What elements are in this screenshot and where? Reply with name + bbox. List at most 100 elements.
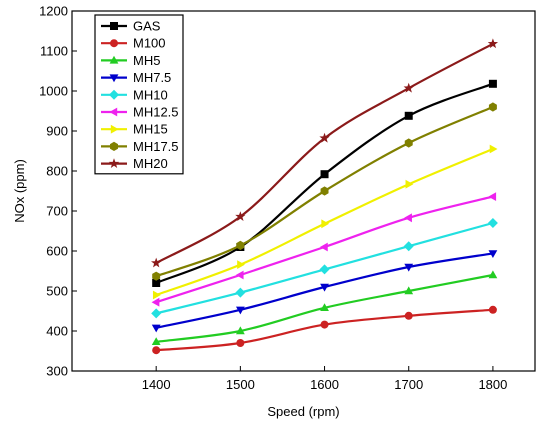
plot-frame [71,10,536,372]
legend-marker [110,124,119,134]
data-point [319,242,328,252]
data-point [235,306,245,315]
legend-label: GAS [133,19,161,34]
data-point [320,186,329,196]
series-mh7-5 [151,250,498,333]
data-point [320,283,329,292]
data-point [319,264,330,275]
data-point [487,218,498,228]
plot-content [151,38,499,355]
y-tick-label: 1100 [40,44,68,59]
series-m100 [152,305,497,355]
data-point [235,270,244,280]
data-point [236,339,245,347]
legend-item: GAS [101,19,161,34]
legend-item: M100 [101,36,166,51]
y-tick-label: 900 [46,124,68,139]
series-gas [152,79,497,287]
data-point [319,132,330,143]
legend-marker [108,158,120,168]
legend-marker [110,141,118,151]
data-point [488,250,498,258]
data-point [152,271,161,281]
data-point [320,320,329,329]
data-point [404,286,414,295]
data-point [404,111,413,120]
series-line [155,42,494,264]
data-point [237,260,245,269]
data-point [152,346,161,355]
data-point [151,297,160,307]
y-tick-label: 400 [46,324,68,339]
x-axis-title: Speed (rpm) [267,404,339,419]
y-tick-label: 500 [46,284,68,299]
data-point [488,305,497,314]
legend-marker [109,74,119,83]
y-tick-label: 600 [46,244,68,259]
legend-label: MH12.5 [133,105,179,120]
data-point [404,263,414,272]
legend-marker [109,107,118,117]
data-point [236,240,245,250]
data-point [152,290,161,300]
legend-item: MH5 [101,53,160,68]
y-tick-label: 1000 [39,84,68,99]
legend: GAS M100 MH5 MH7.5 MH10 MH12.5 MH15 MH17.5 MH20 [94,14,184,175]
legend-item: MH20 [101,156,168,171]
data-point [404,138,413,148]
series-mh20 [151,38,499,268]
legend-label: MH17.5 [133,139,179,154]
legend-marker [109,55,119,64]
legend-item: MH12.5 [101,105,179,120]
data-point [489,144,498,154]
data-point [487,38,499,49]
legend-label: MH5 [133,53,160,68]
x-tick-label: 1600 [310,377,339,392]
data-point [488,270,498,279]
series-mh17-5 [152,102,497,281]
series-line [156,308,493,352]
axes: 300 400 500 600 700 800 900 1000 1100 1200 1400 150… [12,4,536,419]
data-point [404,311,413,320]
series-mh12-5 [151,192,497,307]
series-mh5 [151,270,498,345]
data-point [151,257,162,268]
legend-marker [110,22,118,30]
y-tick-label: 300 [46,364,68,379]
legend-item: MH15 [101,122,168,137]
data-point [151,308,162,319]
x-tick-label: 1700 [394,377,423,392]
legend-item: MH17.5 [101,139,179,154]
data-point [235,326,245,335]
legend-label: MH7.5 [133,70,171,85]
data-point [488,192,497,201]
legend-marker [109,89,119,100]
legend-label: MH15 [133,122,168,137]
data-point [320,170,329,179]
data-point [403,82,414,93]
legend-label: MH10 [133,87,168,102]
series-mh15 [152,144,498,300]
data-point [151,337,161,345]
data-point [235,211,246,221]
legend-item: MH10 [101,87,168,102]
series-mh10 [151,218,498,319]
x-tick-label: 1400 [142,377,171,392]
legend-marker [110,39,118,48]
data-point [403,241,414,252]
legend-label: M100 [133,36,166,51]
y-tick-label: 700 [46,204,68,219]
data-point [235,287,246,298]
data-point [151,324,161,333]
data-point [404,213,412,223]
data-point [488,79,497,88]
x-tick-label: 1800 [478,377,507,392]
x-tick-label: 1500 [226,377,255,392]
data-point [488,102,497,112]
y-tick-label: 1200 [39,4,68,19]
data-point [320,303,329,311]
y-axis-title: NOx (ppm) [12,159,27,223]
data-point [321,219,330,229]
legend-item: MH7.5 [101,70,171,85]
